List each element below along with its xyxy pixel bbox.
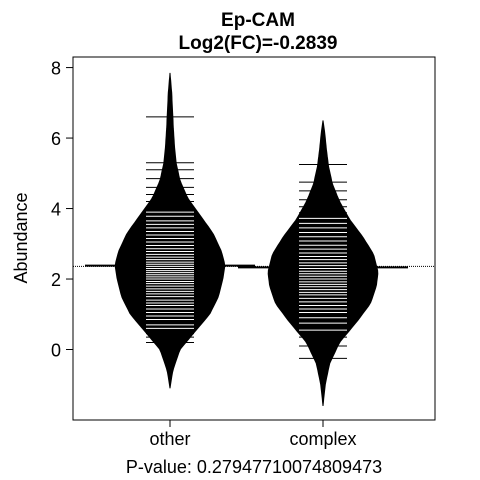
plot-area [73, 72, 435, 406]
y-tick-label: 8 [51, 59, 61, 79]
bean-other [85, 72, 255, 389]
y-tick-label: 2 [51, 270, 61, 290]
x-tick-label: complex [289, 429, 356, 449]
chart-title: Ep-CAM [221, 10, 295, 31]
x-axis-label: P-value: 0.27947710074809473 [126, 457, 382, 477]
y-tick-label: 0 [51, 341, 61, 361]
y-tick-label: 6 [51, 129, 61, 149]
y-tick-label: 4 [51, 200, 61, 220]
y-axis-label: Abundance [11, 192, 31, 283]
bean-shape [114, 72, 226, 389]
chart-subtitle: Log2(FC)=-0.2839 [179, 33, 338, 54]
x-tick-label: other [149, 429, 190, 449]
bean-complex [238, 120, 408, 406]
